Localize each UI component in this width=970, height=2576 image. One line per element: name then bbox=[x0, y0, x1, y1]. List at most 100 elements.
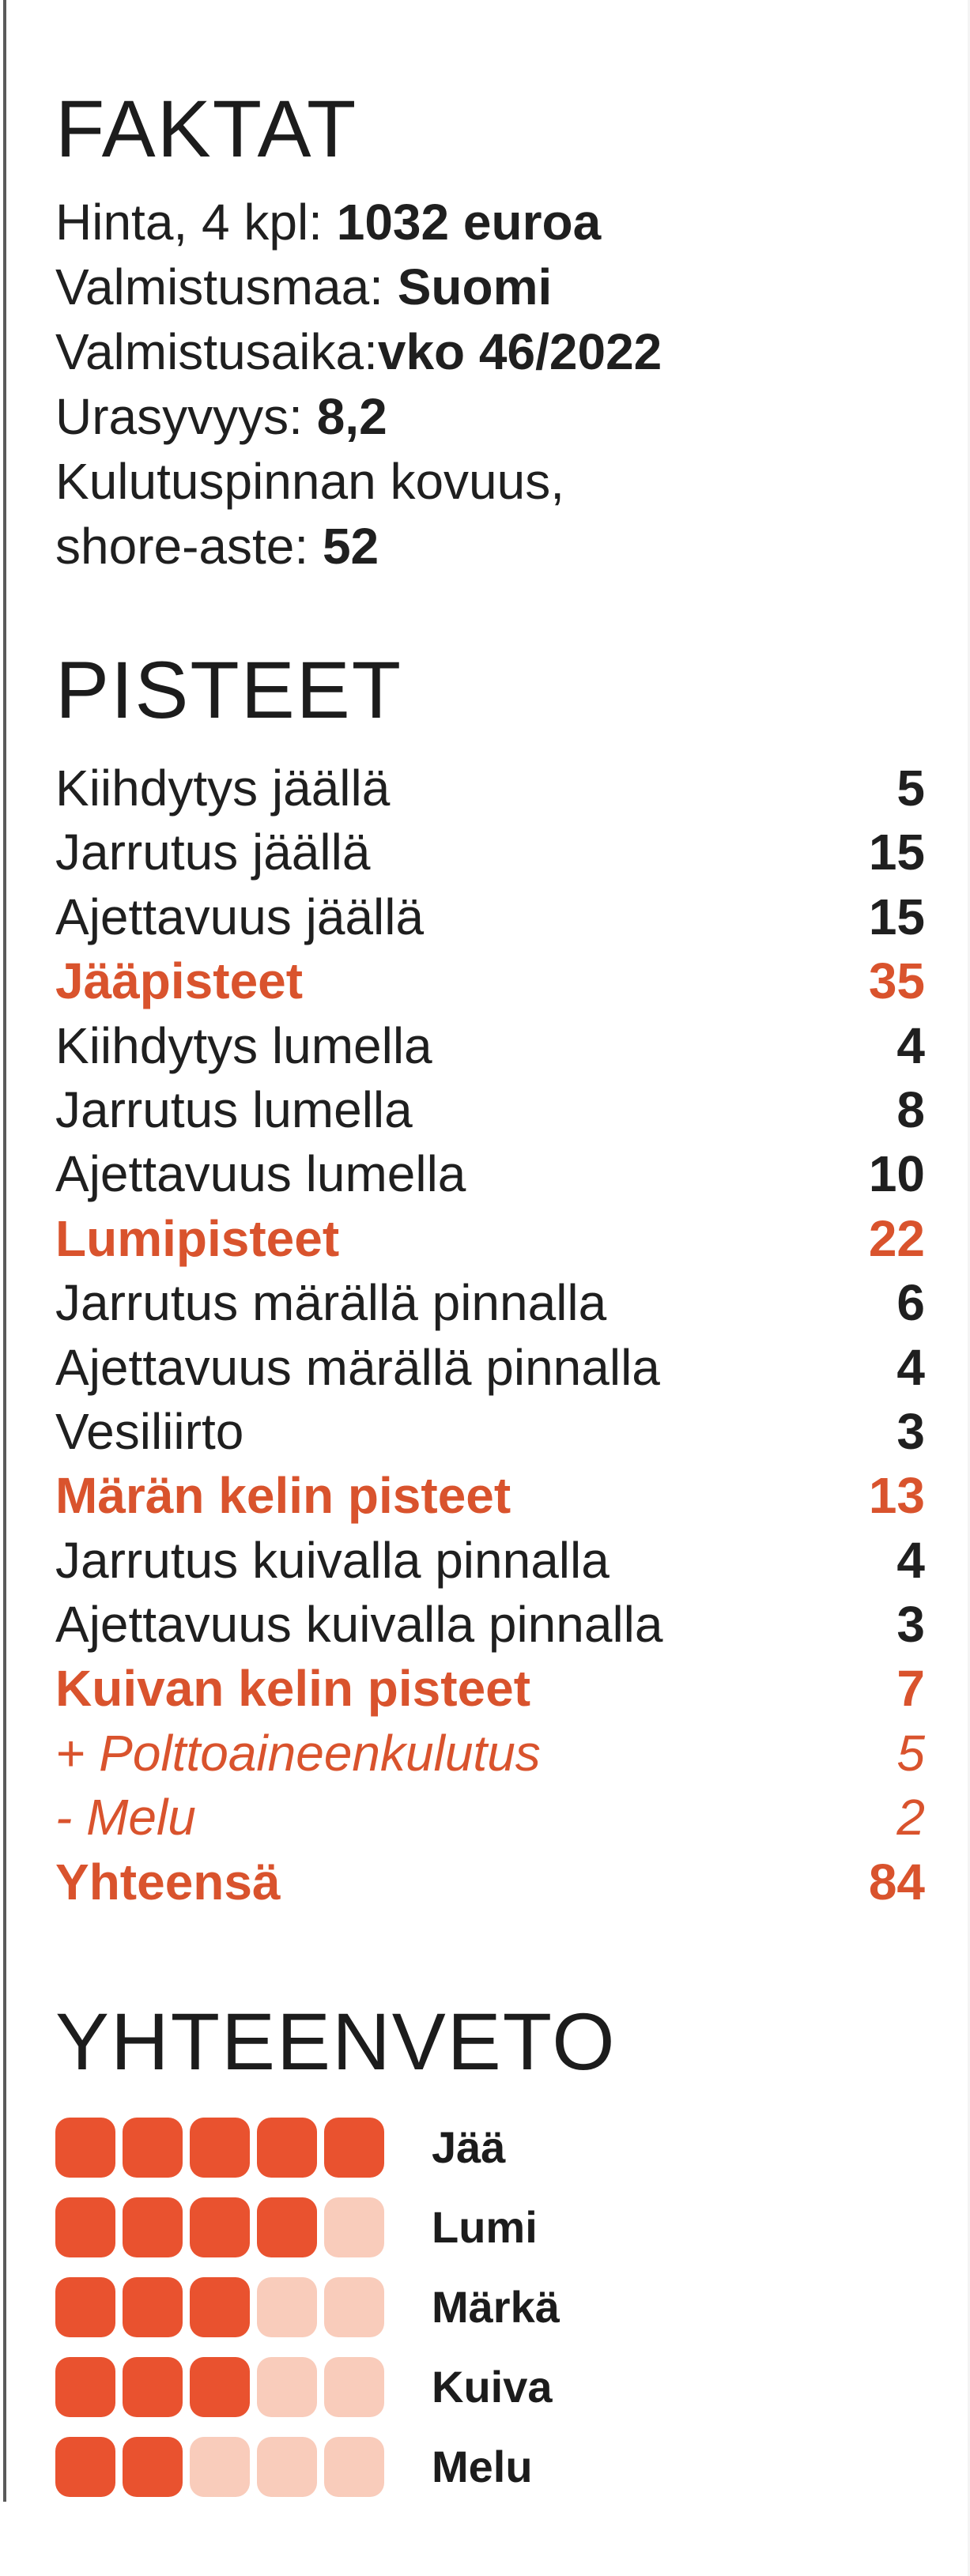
rating-dot-empty bbox=[324, 2276, 384, 2337]
score-row: Jääpisteet 35 bbox=[55, 949, 925, 1013]
score-label: Jääpisteet bbox=[55, 952, 304, 1010]
rating-dot-empty bbox=[324, 2356, 384, 2417]
score-row: Märän kelin pisteet 13 bbox=[55, 1464, 925, 1528]
score-label: Vesiliirto bbox=[55, 1402, 244, 1460]
score-value: 7 bbox=[896, 1660, 925, 1718]
score-value: 84 bbox=[868, 1853, 925, 1910]
score-label: Lumipisteet bbox=[55, 1209, 340, 1267]
rating-dot-empty bbox=[257, 2276, 317, 2337]
score-row: + Polttoaineenkulutus 5 bbox=[55, 1722, 925, 1786]
score-value: 22 bbox=[868, 1209, 925, 1267]
rating-dot-filled bbox=[55, 2197, 115, 2257]
score-label: Yhteensä bbox=[55, 1853, 281, 1910]
summary-label: Melu bbox=[432, 2441, 533, 2491]
rating-dot-filled bbox=[123, 2436, 183, 2497]
rating-dot-empty bbox=[190, 2436, 250, 2497]
score-row: Ajettavuus märällä pinnalla 4 bbox=[55, 1336, 925, 1400]
rating-dot-empty bbox=[257, 2356, 317, 2417]
summary-row: Märkä bbox=[55, 2267, 925, 2347]
rating-dot-filled bbox=[257, 2117, 317, 2178]
facts-list: Hinta, 4 kpl: 1032 euroa Valmistusmaa: Su… bbox=[55, 190, 925, 579]
rating-dot-filled bbox=[123, 2117, 183, 2178]
summary-ratings: Jää Lumi Märkä Kuiva Melu bbox=[55, 2107, 925, 2506]
rating-dots bbox=[55, 2436, 386, 2497]
rating-dot-empty bbox=[324, 2436, 384, 2497]
fact-value: Suomi bbox=[397, 258, 553, 315]
fact-label: Urasyvyys: bbox=[55, 388, 317, 445]
left-border-rule bbox=[3, 0, 6, 2502]
scores-heading: PISTEET bbox=[55, 645, 403, 735]
rating-dot-empty bbox=[324, 2197, 384, 2257]
fact-line: Urasyvyys: 8,2 bbox=[55, 384, 925, 449]
score-label: Kiihdytys jäällä bbox=[55, 760, 391, 817]
score-label: Kuivan kelin pisteet bbox=[55, 1660, 531, 1718]
score-row: Jarrutus jäällä 15 bbox=[55, 820, 925, 884]
score-row: Ajettavuus lumella 10 bbox=[55, 1142, 925, 1206]
score-value: 8 bbox=[896, 1081, 925, 1138]
rating-dot-filled bbox=[55, 2276, 115, 2337]
summary-heading: YHTEENVETO bbox=[55, 1997, 617, 2087]
score-row: Jarrutus kuivalla pinnalla 4 bbox=[55, 1529, 925, 1593]
score-value: 6 bbox=[896, 1274, 925, 1332]
rating-dot-filled bbox=[190, 2197, 250, 2257]
score-value: 5 bbox=[896, 760, 925, 817]
score-value: 3 bbox=[896, 1596, 925, 1654]
rating-dots bbox=[55, 2117, 386, 2178]
score-row: Yhteensä 84 bbox=[55, 1850, 925, 1914]
fact-label: Valmistusaika: bbox=[55, 323, 378, 380]
summary-row: Kuiva bbox=[55, 2347, 925, 2427]
fact-line: Hinta, 4 kpl: 1032 euroa bbox=[55, 190, 925, 255]
fact-value: 8,2 bbox=[316, 388, 387, 445]
rating-dot-filled bbox=[123, 2276, 183, 2337]
score-label: Ajettavuus lumella bbox=[55, 1145, 466, 1203]
rating-dot-filled bbox=[190, 2356, 250, 2417]
fact-label: Valmistusmaa: bbox=[55, 258, 398, 315]
score-value: 2 bbox=[896, 1789, 925, 1846]
score-row: - Melu 2 bbox=[55, 1786, 925, 1850]
score-value: 15 bbox=[868, 824, 925, 881]
score-label: Kiihdytys lumella bbox=[55, 1016, 432, 1074]
summary-label: Jää bbox=[432, 2122, 506, 2172]
rating-dot-filled bbox=[123, 2197, 183, 2257]
score-row: Kuivan kelin pisteet 7 bbox=[55, 1657, 925, 1721]
score-label: Ajettavuus kuivalla pinnalla bbox=[55, 1596, 663, 1654]
fact-label: Hinta, 4 kpl: bbox=[55, 194, 337, 251]
scores-table: Kiihdytys jäällä 5 Jarrutus jäällä 15 Ajetta… bbox=[55, 756, 925, 1914]
fact-line: shore-aste: 52 bbox=[55, 514, 925, 579]
score-label: Ajettavuus märällä pinnalla bbox=[55, 1338, 660, 1396]
fact-line: Valmistusaika:vko 46/2022 bbox=[55, 319, 925, 384]
fact-value: 52 bbox=[322, 518, 379, 575]
score-row: Jarrutus lumella 8 bbox=[55, 1078, 925, 1142]
score-value: 35 bbox=[868, 952, 925, 1010]
score-value: 4 bbox=[896, 1016, 925, 1074]
summary-label: Kuiva bbox=[432, 2361, 553, 2412]
rating-dots bbox=[55, 2276, 386, 2337]
score-value: 10 bbox=[868, 1145, 925, 1203]
rating-dot-filled bbox=[257, 2197, 317, 2257]
summary-label: Lumi bbox=[432, 2201, 538, 2252]
score-row: Jarrutus märällä pinnalla 6 bbox=[55, 1271, 925, 1335]
facts-heading: FAKTAT bbox=[55, 84, 358, 174]
summary-row: Jää bbox=[55, 2107, 925, 2187]
score-row: Kiihdytys jäällä 5 bbox=[55, 756, 925, 820]
rating-dots bbox=[55, 2356, 386, 2417]
score-value: 13 bbox=[868, 1467, 925, 1525]
rating-dot-filled bbox=[55, 2356, 115, 2417]
score-row: Ajettavuus jäällä 15 bbox=[55, 885, 925, 949]
summary-row: Lumi bbox=[55, 2187, 925, 2267]
score-value: 4 bbox=[896, 1531, 925, 1589]
score-label: Jarrutus kuivalla pinnalla bbox=[55, 1531, 610, 1589]
score-label: Märän kelin pisteet bbox=[55, 1467, 511, 1525]
fact-value: 1032 euroa bbox=[336, 194, 602, 251]
rating-dot-filled bbox=[55, 2436, 115, 2497]
score-value: 5 bbox=[896, 1724, 925, 1782]
score-label: + Polttoaineenkulutus bbox=[55, 1724, 541, 1782]
fact-value: vko 46/2022 bbox=[377, 323, 662, 380]
score-label: Jarrutus lumella bbox=[55, 1081, 413, 1138]
score-label: Jarrutus jäällä bbox=[55, 824, 371, 881]
fact-line: Valmistusmaa: Suomi bbox=[55, 255, 925, 319]
rating-dot-filled bbox=[190, 2276, 250, 2337]
fact-line: Kulutuspinnan kovuus, bbox=[55, 449, 925, 514]
score-value: 15 bbox=[868, 888, 925, 945]
